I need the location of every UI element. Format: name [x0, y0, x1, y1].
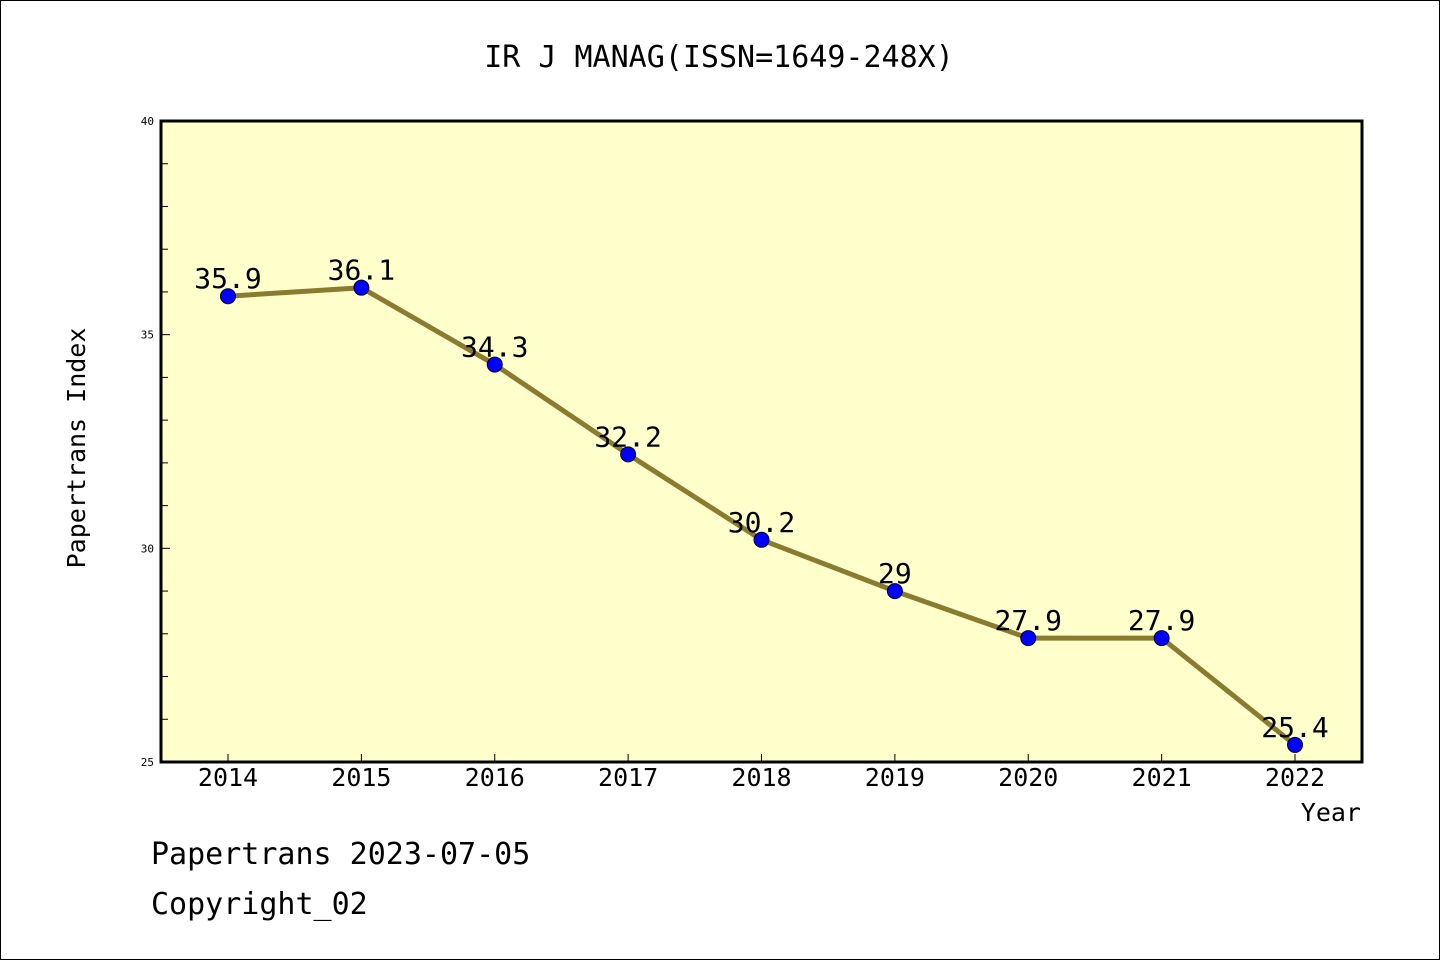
x-axis-label: Year — [1301, 798, 1361, 827]
y-axis-label: Papertrans Index — [62, 328, 91, 569]
y-tick-label: 35 — [141, 329, 154, 342]
data-point — [886, 583, 903, 600]
data-markers — [220, 279, 1303, 753]
x-tick-label: 2018 — [731, 763, 791, 792]
chart-title: IR J MANAG(ISSN=1649-248X) — [484, 40, 954, 75]
x-tick-label: 2019 — [865, 763, 925, 792]
data-point — [220, 288, 236, 305]
y-tick-label: 30 — [141, 542, 154, 555]
data-point — [753, 531, 770, 548]
data-label: 32.2 — [594, 420, 661, 453]
data-point — [1287, 736, 1303, 753]
x-tick-label: 2017 — [598, 763, 658, 792]
y-tick-label: 40 — [141, 115, 154, 128]
copyright-text: Copyright_02 — [151, 887, 368, 922]
y-axis-ticks: 25 30 35 40 — [141, 115, 170, 769]
data-label: 34.3 — [461, 331, 528, 364]
x-tick-label: 2014 — [198, 763, 258, 792]
data-label: 27.9 — [1128, 604, 1195, 637]
x-tick-label: 2015 — [331, 763, 391, 792]
data-point — [1153, 630, 1170, 647]
x-tick-label: 2022 — [1265, 763, 1325, 792]
data-labels: 35.9 36.1 34.3 32.2 30.2 29 27.9 27.9 25.4 — [194, 254, 1328, 744]
data-label: 29 — [878, 557, 912, 590]
x-tick-label: 2020 — [998, 763, 1058, 792]
plot-area — [159, 119, 1364, 764]
data-label: 30.2 — [728, 506, 795, 539]
data-point — [353, 279, 370, 296]
y-tick-label: 25 — [141, 756, 154, 769]
data-label: 35.9 — [194, 262, 261, 295]
x-axis-ticks: 2014 2015 2016 2017 2018 2019 2020 2021 2022 — [198, 754, 1325, 792]
source-date-text: Papertrans 2023-07-05 — [151, 837, 531, 872]
data-label: 36.1 — [328, 254, 395, 287]
x-tick-label: 2021 — [1132, 763, 1192, 792]
data-label: 27.9 — [995, 604, 1062, 637]
data-point — [620, 446, 637, 463]
data-label: 25.4 — [1261, 711, 1328, 744]
data-point — [486, 356, 503, 373]
x-tick-label: 2016 — [465, 763, 525, 792]
data-point — [1020, 630, 1037, 647]
